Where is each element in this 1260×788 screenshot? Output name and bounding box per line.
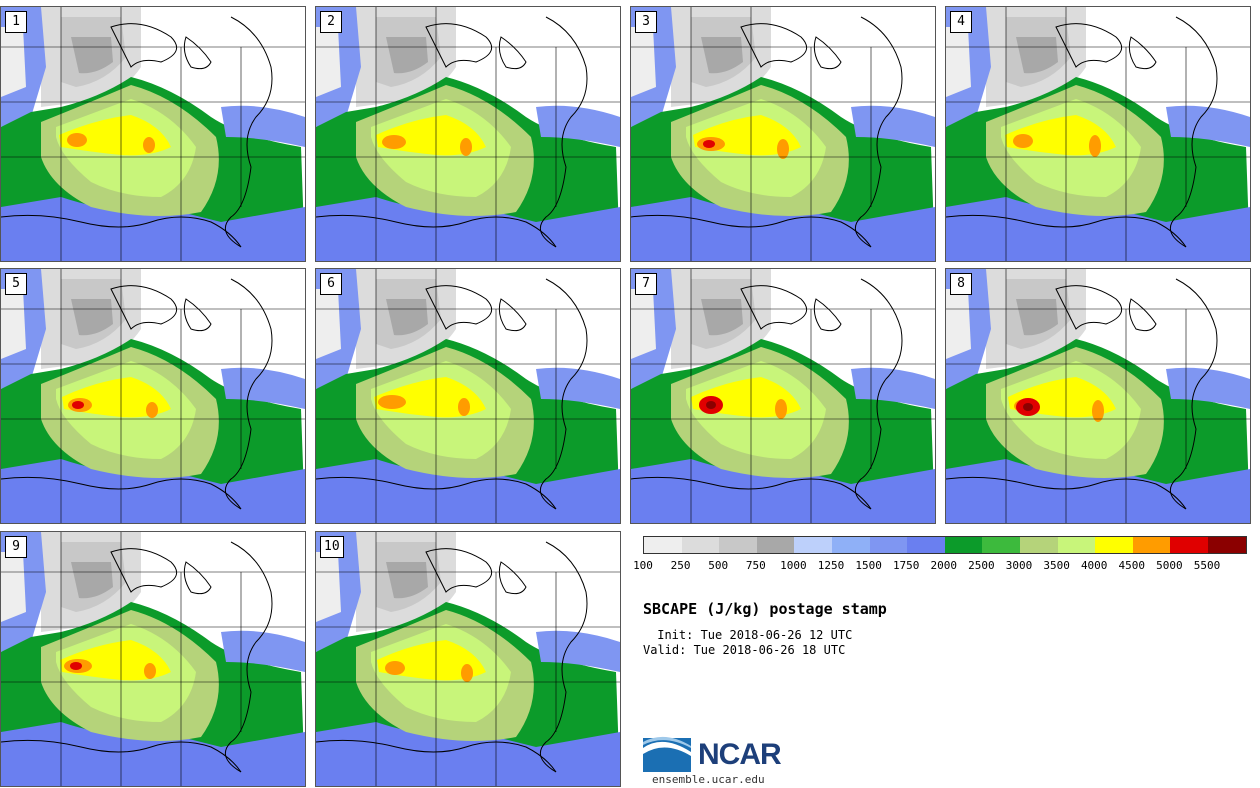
member-panel-4[interactable]: 4 bbox=[945, 6, 1251, 262]
colorbar-swatch bbox=[1095, 537, 1133, 553]
colorbar-tick-label: 250 bbox=[670, 559, 691, 572]
colorbar-tick-label: 5000 bbox=[1156, 559, 1183, 572]
coastlines bbox=[316, 16, 588, 248]
colorbar-swatch bbox=[794, 537, 832, 553]
colorbar-swatch bbox=[831, 537, 870, 553]
colorbar-tick-label: 1000 bbox=[780, 559, 807, 572]
colorbar-swatch bbox=[1057, 537, 1096, 553]
colorbar-tick-label: 5500 bbox=[1193, 559, 1221, 572]
valid-time: Valid: Tue 2018-06-26 18 UTC bbox=[643, 643, 846, 657]
logo-url[interactable]: ensemble.ucar.edu bbox=[652, 773, 765, 786]
colorbar-tick-label: 500 bbox=[708, 559, 729, 572]
member-panel-2[interactable]: 2 bbox=[315, 6, 621, 262]
member-number-label: 3 bbox=[635, 11, 657, 33]
forecast-map bbox=[316, 532, 620, 786]
forecast-map bbox=[316, 7, 620, 261]
coastlines bbox=[946, 278, 1218, 510]
forecast-map bbox=[1, 7, 305, 261]
member-number-label: 6 bbox=[320, 273, 342, 295]
member-number-label: 10 bbox=[320, 536, 344, 558]
colorbar-swatch bbox=[681, 537, 720, 553]
forecast-map bbox=[946, 269, 1250, 523]
member-panel-6[interactable]: 6 bbox=[315, 268, 621, 524]
member-panel-5[interactable]: 5 bbox=[0, 268, 306, 524]
coastlines bbox=[946, 16, 1218, 248]
state-borders bbox=[1, 532, 305, 786]
state-borders bbox=[316, 532, 620, 786]
colorbar-swatch bbox=[982, 537, 1020, 553]
state-borders bbox=[1, 269, 305, 523]
member-panel-9[interactable]: 9 bbox=[0, 531, 306, 787]
member-number-label: 9 bbox=[5, 536, 27, 558]
state-borders bbox=[631, 7, 935, 261]
member-panel-3[interactable]: 3 bbox=[630, 6, 936, 262]
member-number-label: 2 bbox=[320, 11, 342, 33]
coastlines bbox=[316, 541, 588, 773]
member-number-label: 8 bbox=[950, 273, 972, 295]
colorbar-tick-label: 3500 bbox=[1043, 559, 1070, 572]
colorbar-tick-label: 1500 bbox=[855, 559, 882, 572]
state-borders bbox=[946, 7, 1250, 261]
coastlines bbox=[316, 278, 588, 510]
forecast-map bbox=[316, 269, 620, 523]
colorbar-tick-label: 4000 bbox=[1080, 559, 1108, 572]
colorbar-swatch bbox=[756, 537, 795, 553]
forecast-map bbox=[946, 7, 1250, 261]
forecast-map bbox=[631, 269, 935, 523]
coastlines bbox=[1, 16, 273, 248]
state-borders bbox=[1, 7, 305, 261]
colorbar-swatch bbox=[1019, 537, 1058, 553]
member-panel-8[interactable]: 8 bbox=[945, 268, 1251, 524]
state-borders bbox=[631, 269, 935, 523]
colorbar-swatch bbox=[719, 537, 757, 553]
colorbar-tick-label: 100 bbox=[633, 559, 653, 572]
colorbar-tick-label: 4500 bbox=[1118, 559, 1146, 572]
colorbar-tick-label: 1250 bbox=[817, 559, 845, 572]
colorbar-swatch bbox=[1207, 537, 1246, 553]
state-borders bbox=[316, 7, 620, 261]
member-number-label: 4 bbox=[950, 11, 972, 33]
chart-title: SBCAPE (J/kg) postage stamp bbox=[643, 600, 887, 618]
state-borders bbox=[316, 269, 620, 523]
state-borders bbox=[946, 269, 1250, 523]
member-panel-7[interactable]: 7 bbox=[630, 268, 936, 524]
member-number-label: 5 bbox=[5, 273, 27, 295]
forecast-map bbox=[1, 269, 305, 523]
colorbar-tick-label: 2000 bbox=[930, 559, 958, 572]
colorbar-tick-label: 750 bbox=[745, 559, 766, 572]
coastlines bbox=[1, 278, 273, 510]
colorbar-swatch bbox=[907, 537, 945, 553]
colorbar-swatches bbox=[643, 536, 1247, 554]
logo-wordmark: NCAR bbox=[698, 738, 782, 771]
init-time: Init: Tue 2018-06-26 12 UTC bbox=[650, 628, 853, 642]
forecast-map bbox=[631, 7, 935, 261]
colorbar-swatch bbox=[869, 537, 908, 553]
ncar-logo bbox=[643, 736, 691, 772]
colorbar-swatch bbox=[644, 537, 682, 553]
colorbar-swatch bbox=[944, 537, 983, 553]
coastlines bbox=[631, 16, 903, 248]
member-number-label: 1 bbox=[5, 11, 27, 33]
colorbar-tick-label: 2500 bbox=[968, 559, 995, 572]
forecast-map bbox=[1, 532, 305, 786]
member-number-label: 7 bbox=[635, 273, 657, 295]
colorbar: 100 250 500 750 1000 1250 1500 1750 2000 2500 3000… bbox=[633, 536, 1248, 576]
coastlines bbox=[631, 278, 903, 510]
coastlines bbox=[1, 541, 273, 773]
colorbar-tick-label: 3000 bbox=[1005, 559, 1033, 572]
colorbar-tick-label: 1750 bbox=[892, 559, 920, 572]
member-panel-10[interactable]: 10 bbox=[315, 531, 621, 787]
colorbar-swatch bbox=[1132, 537, 1171, 553]
colorbar-swatch bbox=[1170, 537, 1208, 553]
member-panel-1[interactable]: 1 bbox=[0, 6, 306, 262]
